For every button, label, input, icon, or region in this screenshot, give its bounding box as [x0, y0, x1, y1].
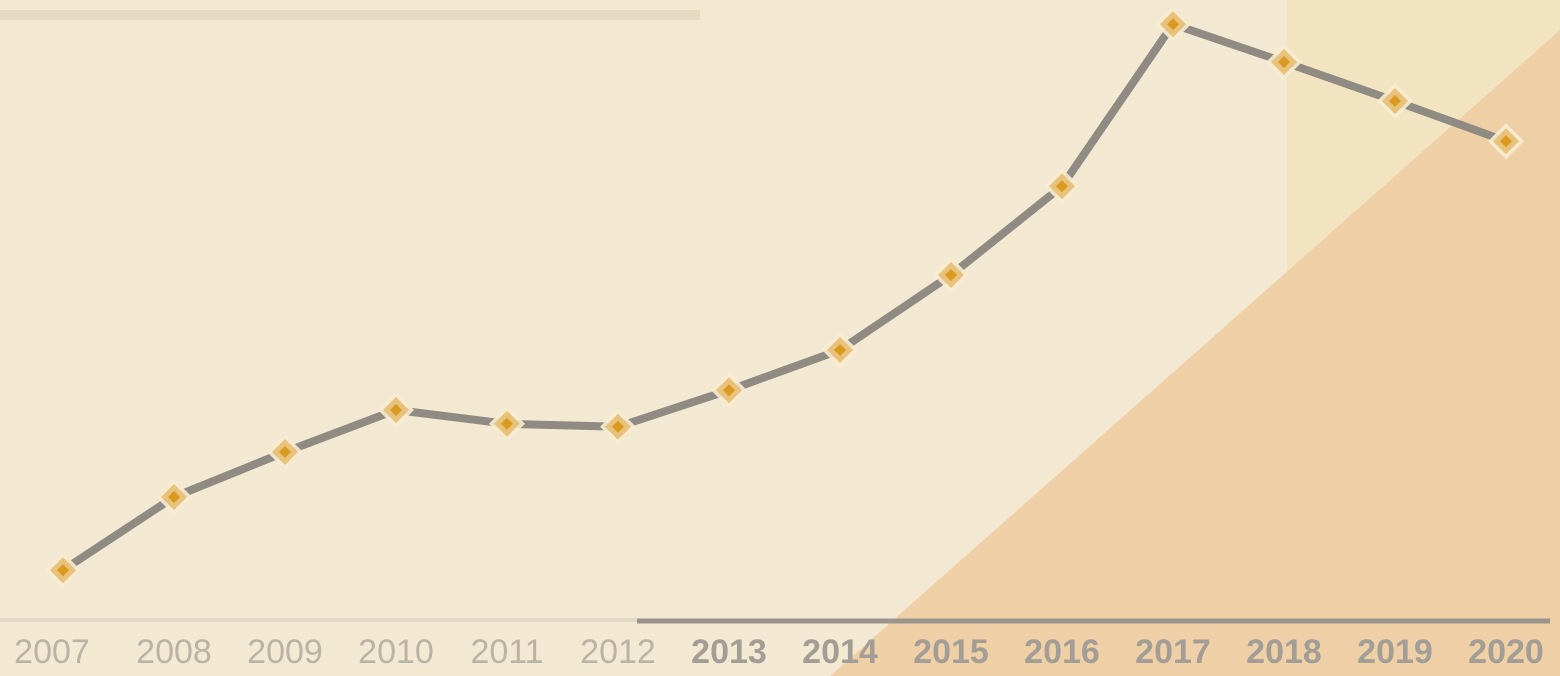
marker: [822, 332, 858, 368]
x-tick-label: 2015: [913, 633, 989, 671]
marker-part: [1389, 95, 1401, 107]
x-tick-label: 2011: [470, 633, 543, 671]
marker-part: [834, 344, 846, 356]
marker: [156, 479, 192, 515]
line: [60, 20, 1508, 574]
x-tick-label: 2017: [1135, 633, 1211, 671]
marker-part: [57, 564, 69, 577]
marker-part: [612, 420, 624, 433]
x-tick-label: 2016: [1024, 633, 1100, 671]
x-tick-label: 2019: [1357, 633, 1433, 671]
x-tick-label: 2009: [247, 633, 323, 671]
x-tick-label: 2014: [802, 633, 878, 671]
marker-part: [390, 404, 402, 416]
marker-part: [945, 269, 957, 281]
marker-part: [1500, 135, 1512, 148]
marker: [1488, 123, 1524, 160]
marker-part: [1278, 56, 1290, 68]
marker: [933, 257, 969, 293]
x-tick-label: 2008: [136, 633, 212, 671]
decor-triangle: [830, 30, 1560, 676]
marker: [267, 434, 303, 470]
marker: [378, 392, 414, 428]
marker-part: [501, 417, 513, 430]
x-tick-label: 2020: [1468, 633, 1544, 671]
marker-part: [279, 446, 291, 458]
marker: [1044, 168, 1080, 205]
marker: [1266, 44, 1302, 80]
x-tick-label: 2007: [14, 633, 90, 671]
marker-part: [1167, 18, 1179, 31]
marker-part: [723, 384, 735, 397]
marker: [1377, 83, 1413, 119]
marker-part: [1056, 180, 1068, 193]
marker-part: [168, 491, 180, 503]
x-tick-label: 2012: [580, 633, 656, 671]
marker: [489, 405, 525, 442]
x-tick-label: 2018: [1246, 633, 1322, 671]
marker: [45, 552, 81, 589]
x-tick-label: 2013: [691, 633, 767, 671]
marker: [600, 408, 636, 445]
marker: [1155, 6, 1191, 43]
marker: [711, 372, 747, 409]
x-tick-label: 2010: [358, 633, 434, 671]
